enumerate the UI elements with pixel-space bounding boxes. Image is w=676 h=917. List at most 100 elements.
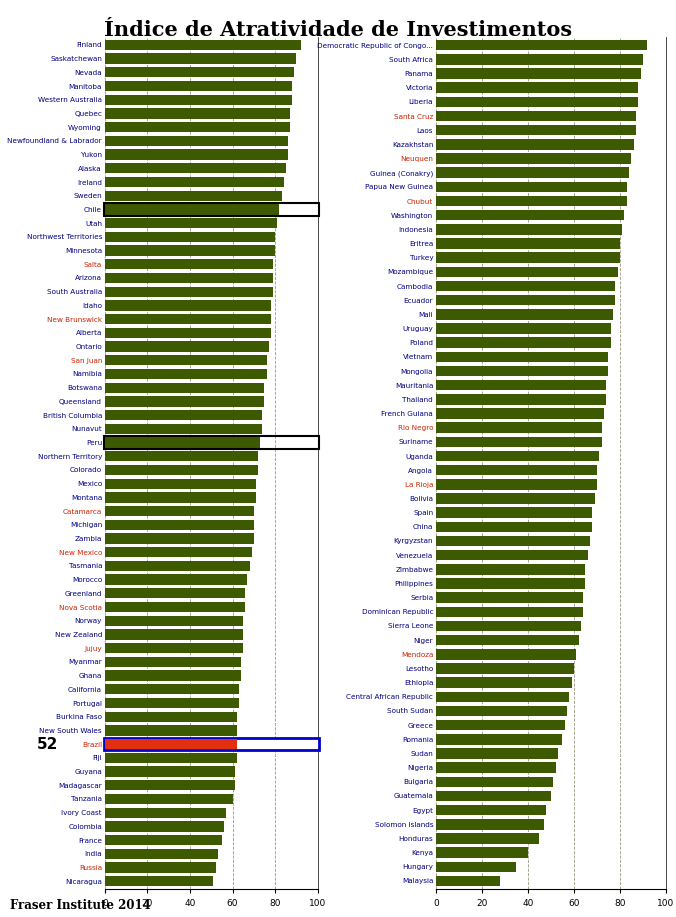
- Bar: [436, 195, 627, 206]
- Bar: [436, 762, 556, 773]
- Bar: [436, 182, 627, 193]
- Bar: [436, 224, 622, 235]
- Bar: [436, 536, 590, 547]
- Bar: [105, 355, 266, 365]
- Bar: [436, 649, 576, 659]
- Bar: [105, 232, 275, 242]
- Bar: [105, 712, 237, 722]
- Bar: [436, 847, 528, 858]
- Bar: [105, 286, 273, 297]
- Bar: [105, 547, 251, 558]
- Bar: [105, 177, 284, 187]
- Bar: [436, 819, 544, 830]
- Text: Índice de Atratividade de Investimentos: Índice de Atratividade de Investimentos: [104, 20, 572, 40]
- Bar: [105, 341, 269, 352]
- Bar: [105, 451, 258, 461]
- Bar: [105, 479, 256, 489]
- Bar: [436, 522, 592, 532]
- Bar: [105, 204, 279, 215]
- Bar: [436, 550, 587, 560]
- Bar: [436, 720, 564, 731]
- Bar: [436, 805, 546, 815]
- Bar: [105, 246, 275, 256]
- Bar: [105, 574, 247, 585]
- Bar: [105, 629, 243, 640]
- Bar: [436, 408, 604, 419]
- Bar: [105, 588, 245, 599]
- Bar: [436, 606, 583, 617]
- Bar: [105, 382, 264, 392]
- Bar: [436, 111, 636, 121]
- Bar: [436, 210, 625, 220]
- Bar: [105, 67, 294, 77]
- Bar: [103, 436, 319, 448]
- Bar: [436, 366, 608, 376]
- Bar: [436, 734, 562, 745]
- Bar: [105, 136, 288, 146]
- Bar: [436, 252, 620, 263]
- Bar: [105, 602, 245, 613]
- Bar: [105, 260, 273, 270]
- Bar: [105, 191, 281, 201]
- Bar: [436, 790, 551, 801]
- Bar: [105, 410, 262, 420]
- Bar: [436, 748, 558, 758]
- Bar: [436, 663, 574, 674]
- Bar: [105, 849, 218, 859]
- Bar: [105, 424, 262, 434]
- Bar: [105, 643, 243, 653]
- Bar: [105, 739, 237, 749]
- Bar: [436, 465, 597, 476]
- Bar: [105, 615, 243, 626]
- Bar: [436, 706, 567, 716]
- Bar: [105, 273, 273, 283]
- Bar: [436, 39, 648, 50]
- Bar: [105, 520, 254, 530]
- Bar: [105, 53, 296, 64]
- Bar: [436, 54, 643, 65]
- Bar: [436, 777, 553, 787]
- Bar: [436, 351, 608, 362]
- Bar: [436, 876, 500, 887]
- Bar: [105, 94, 292, 105]
- Bar: [105, 300, 271, 311]
- Bar: [105, 822, 224, 832]
- Bar: [105, 561, 249, 571]
- Bar: [436, 691, 569, 702]
- Bar: [105, 108, 290, 118]
- Bar: [436, 380, 606, 391]
- Bar: [103, 204, 319, 215]
- Bar: [105, 465, 258, 475]
- Bar: [103, 738, 319, 750]
- Bar: [105, 808, 226, 818]
- Bar: [105, 163, 286, 173]
- Bar: [436, 281, 615, 292]
- Bar: [436, 592, 583, 603]
- Bar: [105, 657, 241, 667]
- Bar: [436, 507, 592, 518]
- Bar: [105, 149, 288, 160]
- Bar: [105, 534, 254, 544]
- Bar: [105, 327, 271, 338]
- Bar: [436, 309, 613, 320]
- Bar: [436, 493, 595, 503]
- Bar: [105, 862, 216, 873]
- Bar: [436, 423, 602, 433]
- Bar: [436, 861, 516, 872]
- Bar: [105, 767, 235, 777]
- Bar: [436, 621, 581, 631]
- Bar: [436, 564, 585, 575]
- Bar: [105, 437, 260, 447]
- Bar: [105, 876, 214, 887]
- Text: Fraser Institute 2014: Fraser Institute 2014: [10, 900, 151, 912]
- Bar: [105, 369, 266, 379]
- Bar: [105, 506, 254, 516]
- Bar: [436, 394, 606, 404]
- Bar: [436, 579, 585, 589]
- Bar: [105, 794, 233, 804]
- Text: 52: 52: [37, 736, 58, 752]
- Bar: [105, 684, 239, 694]
- Bar: [436, 436, 602, 447]
- Bar: [436, 323, 610, 334]
- Bar: [436, 168, 629, 178]
